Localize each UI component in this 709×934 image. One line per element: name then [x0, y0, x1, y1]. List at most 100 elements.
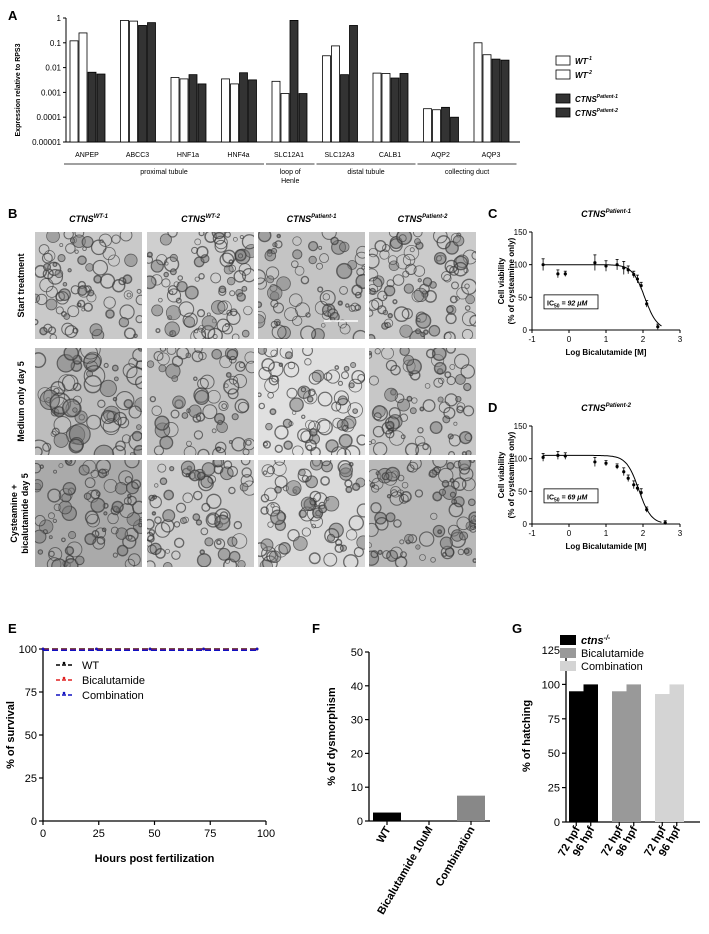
- organoid: [270, 349, 278, 358]
- organoid: [226, 349, 238, 361]
- organoid: [411, 289, 424, 303]
- organoid: [369, 284, 379, 296]
- organoid: [153, 350, 164, 362]
- organoid: [35, 264, 48, 279]
- panel-letter-f: F: [312, 621, 320, 636]
- organoid: [369, 352, 373, 359]
- organoid: [48, 535, 53, 540]
- organoid: [270, 509, 286, 526]
- organoid: [58, 463, 64, 469]
- organoid: [131, 479, 142, 490]
- organoid: [238, 362, 245, 369]
- panel-b-row-label: Cysteamine +: [9, 484, 19, 542]
- organoid: [347, 402, 363, 418]
- organoid: [43, 263, 52, 272]
- dose-point: [541, 263, 545, 267]
- organoid: [276, 233, 282, 239]
- organoid: [147, 255, 154, 264]
- organoid: [445, 348, 456, 354]
- organoid: [297, 468, 312, 483]
- dose-point: [632, 483, 636, 487]
- organoid: [339, 463, 353, 478]
- organoid: [78, 464, 90, 476]
- organoid: [389, 238, 403, 252]
- organoid: [128, 357, 139, 368]
- organoid: [223, 383, 229, 389]
- organoid: [196, 309, 206, 318]
- organoid: [270, 247, 278, 255]
- organoid: [112, 396, 118, 402]
- micrograph-organoids: [147, 232, 254, 339]
- organoid: [231, 413, 239, 421]
- organoid: [240, 460, 251, 466]
- e-point: [148, 647, 152, 651]
- organoid: [326, 533, 336, 542]
- panel-a-bar: [298, 93, 308, 143]
- organoid: [369, 268, 379, 282]
- organoid: [258, 392, 262, 398]
- organoid: [417, 427, 424, 434]
- panel-a-bar: [129, 20, 138, 143]
- organoid: [147, 534, 155, 543]
- organoid: [192, 490, 203, 501]
- organoid: [92, 259, 109, 276]
- organoid: [95, 460, 111, 474]
- panel-a-bar: [423, 108, 432, 143]
- organoid: [295, 302, 310, 318]
- panel-letter-a: A: [8, 8, 18, 23]
- organoid: [455, 395, 462, 403]
- organoid: [311, 328, 325, 339]
- organoid: [383, 318, 394, 328]
- organoid: [325, 439, 339, 453]
- panel-a-bar: [197, 83, 207, 143]
- organoid: [320, 475, 330, 486]
- f-ylabel: % of dysmorphism: [326, 687, 338, 786]
- panel-a-bar: [170, 77, 180, 143]
- organoid: [62, 482, 77, 496]
- organoid: [274, 444, 283, 453]
- organoid: [201, 315, 217, 331]
- organoid: [276, 276, 291, 291]
- dose-xtick-label: 3: [678, 335, 683, 344]
- organoid: [103, 511, 108, 516]
- organoid: [414, 435, 426, 447]
- organoid: [65, 243, 76, 254]
- organoid: [58, 374, 76, 392]
- organoid: [201, 462, 216, 476]
- organoid: [339, 323, 351, 335]
- organoid: [123, 497, 132, 506]
- organoid: [84, 510, 99, 525]
- organoid: [327, 305, 332, 311]
- panel-b-row-label: Medium only day 5: [16, 361, 26, 442]
- dose-point: [626, 476, 630, 480]
- organoid: [175, 502, 187, 513]
- organoid: [308, 255, 317, 265]
- dose-fit-curve: [543, 264, 662, 327]
- organoid: [229, 375, 239, 385]
- organoid: [166, 288, 182, 303]
- organoid: [231, 533, 248, 549]
- organoid: [166, 348, 177, 355]
- e-ytick-label: 50: [25, 730, 37, 742]
- panel-letter-b: B: [8, 206, 17, 221]
- organoid: [456, 516, 471, 531]
- ic50-box: [543, 488, 599, 504]
- panel-b-column-title: CTNSWT-2: [181, 214, 220, 224]
- organoid: [262, 441, 268, 447]
- panel-a-legend-label: CTNSPatient-2: [575, 108, 618, 118]
- organoid: [397, 489, 405, 497]
- g-legend-label: Bicalutamide: [581, 648, 644, 660]
- organoid: [443, 274, 452, 283]
- organoid: [199, 549, 206, 555]
- dose-xtick-label: 2: [641, 529, 646, 538]
- organoid: [456, 402, 466, 411]
- organoid: [369, 253, 380, 269]
- organoid: [416, 317, 421, 323]
- organoid: [418, 531, 435, 547]
- organoid: [292, 249, 303, 260]
- organoid: [422, 399, 436, 412]
- organoid: [83, 492, 92, 501]
- organoid: [292, 445, 304, 455]
- organoid: [459, 531, 469, 541]
- organoid: [291, 260, 299, 268]
